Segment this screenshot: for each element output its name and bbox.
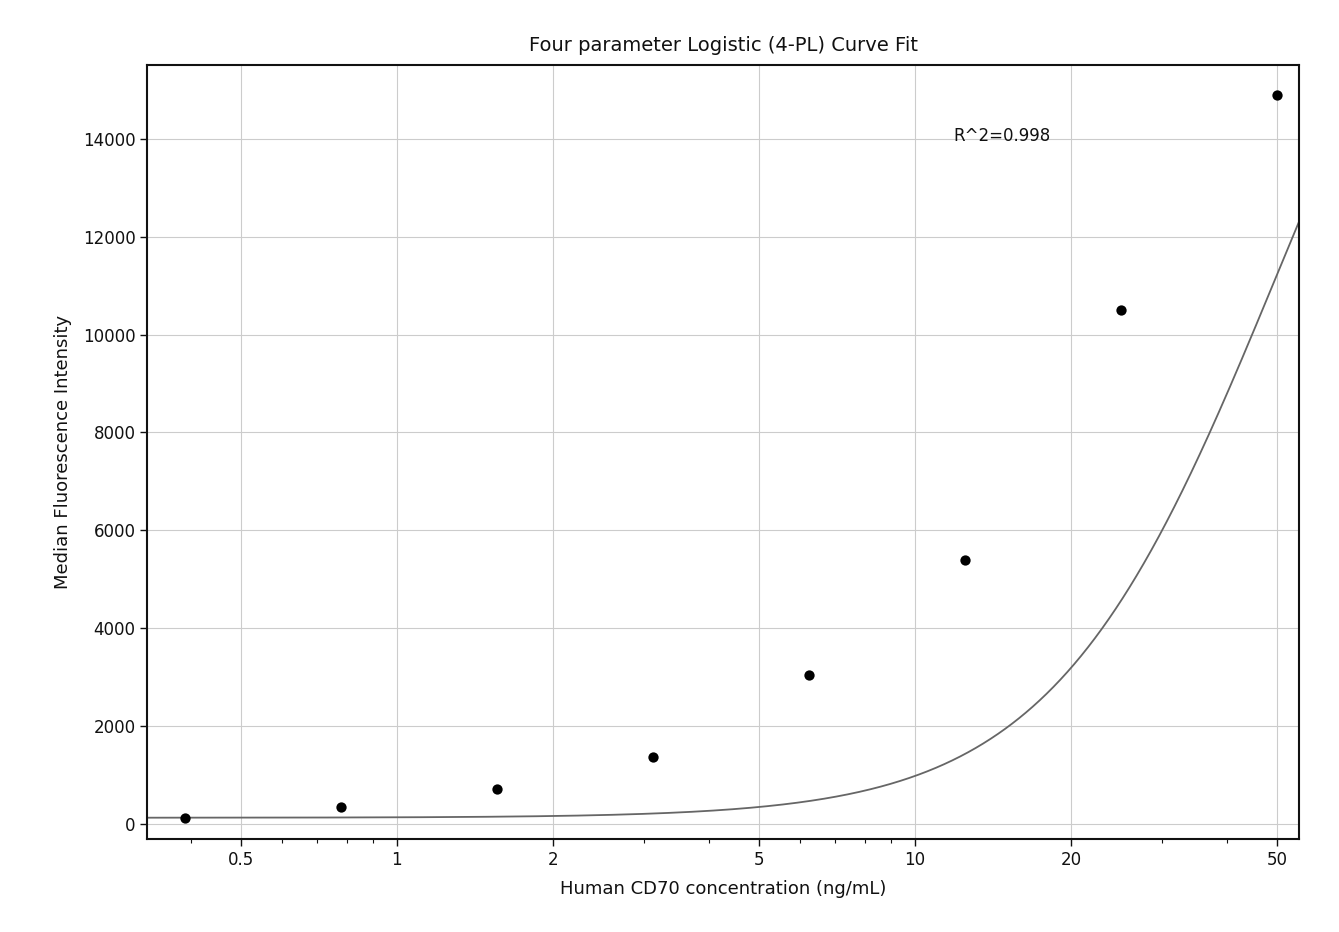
Title: Four parameter Logistic (4-PL) Curve Fit: Four parameter Logistic (4-PL) Curve Fit: [529, 36, 917, 55]
Point: [331, 800, 352, 815]
Text: R^2=0.998: R^2=0.998: [953, 127, 1051, 145]
Point: [798, 667, 819, 682]
Point: [955, 553, 976, 568]
Point: [486, 781, 507, 796]
X-axis label: Human CD70 concentration (ng/mL): Human CD70 concentration (ng/mL): [560, 880, 886, 898]
Y-axis label: Median Fluorescence Intensity: Median Fluorescence Intensity: [54, 315, 71, 589]
Point: [174, 810, 195, 825]
Point: [643, 749, 664, 764]
Point: [1110, 303, 1131, 318]
Point: [1267, 88, 1288, 103]
